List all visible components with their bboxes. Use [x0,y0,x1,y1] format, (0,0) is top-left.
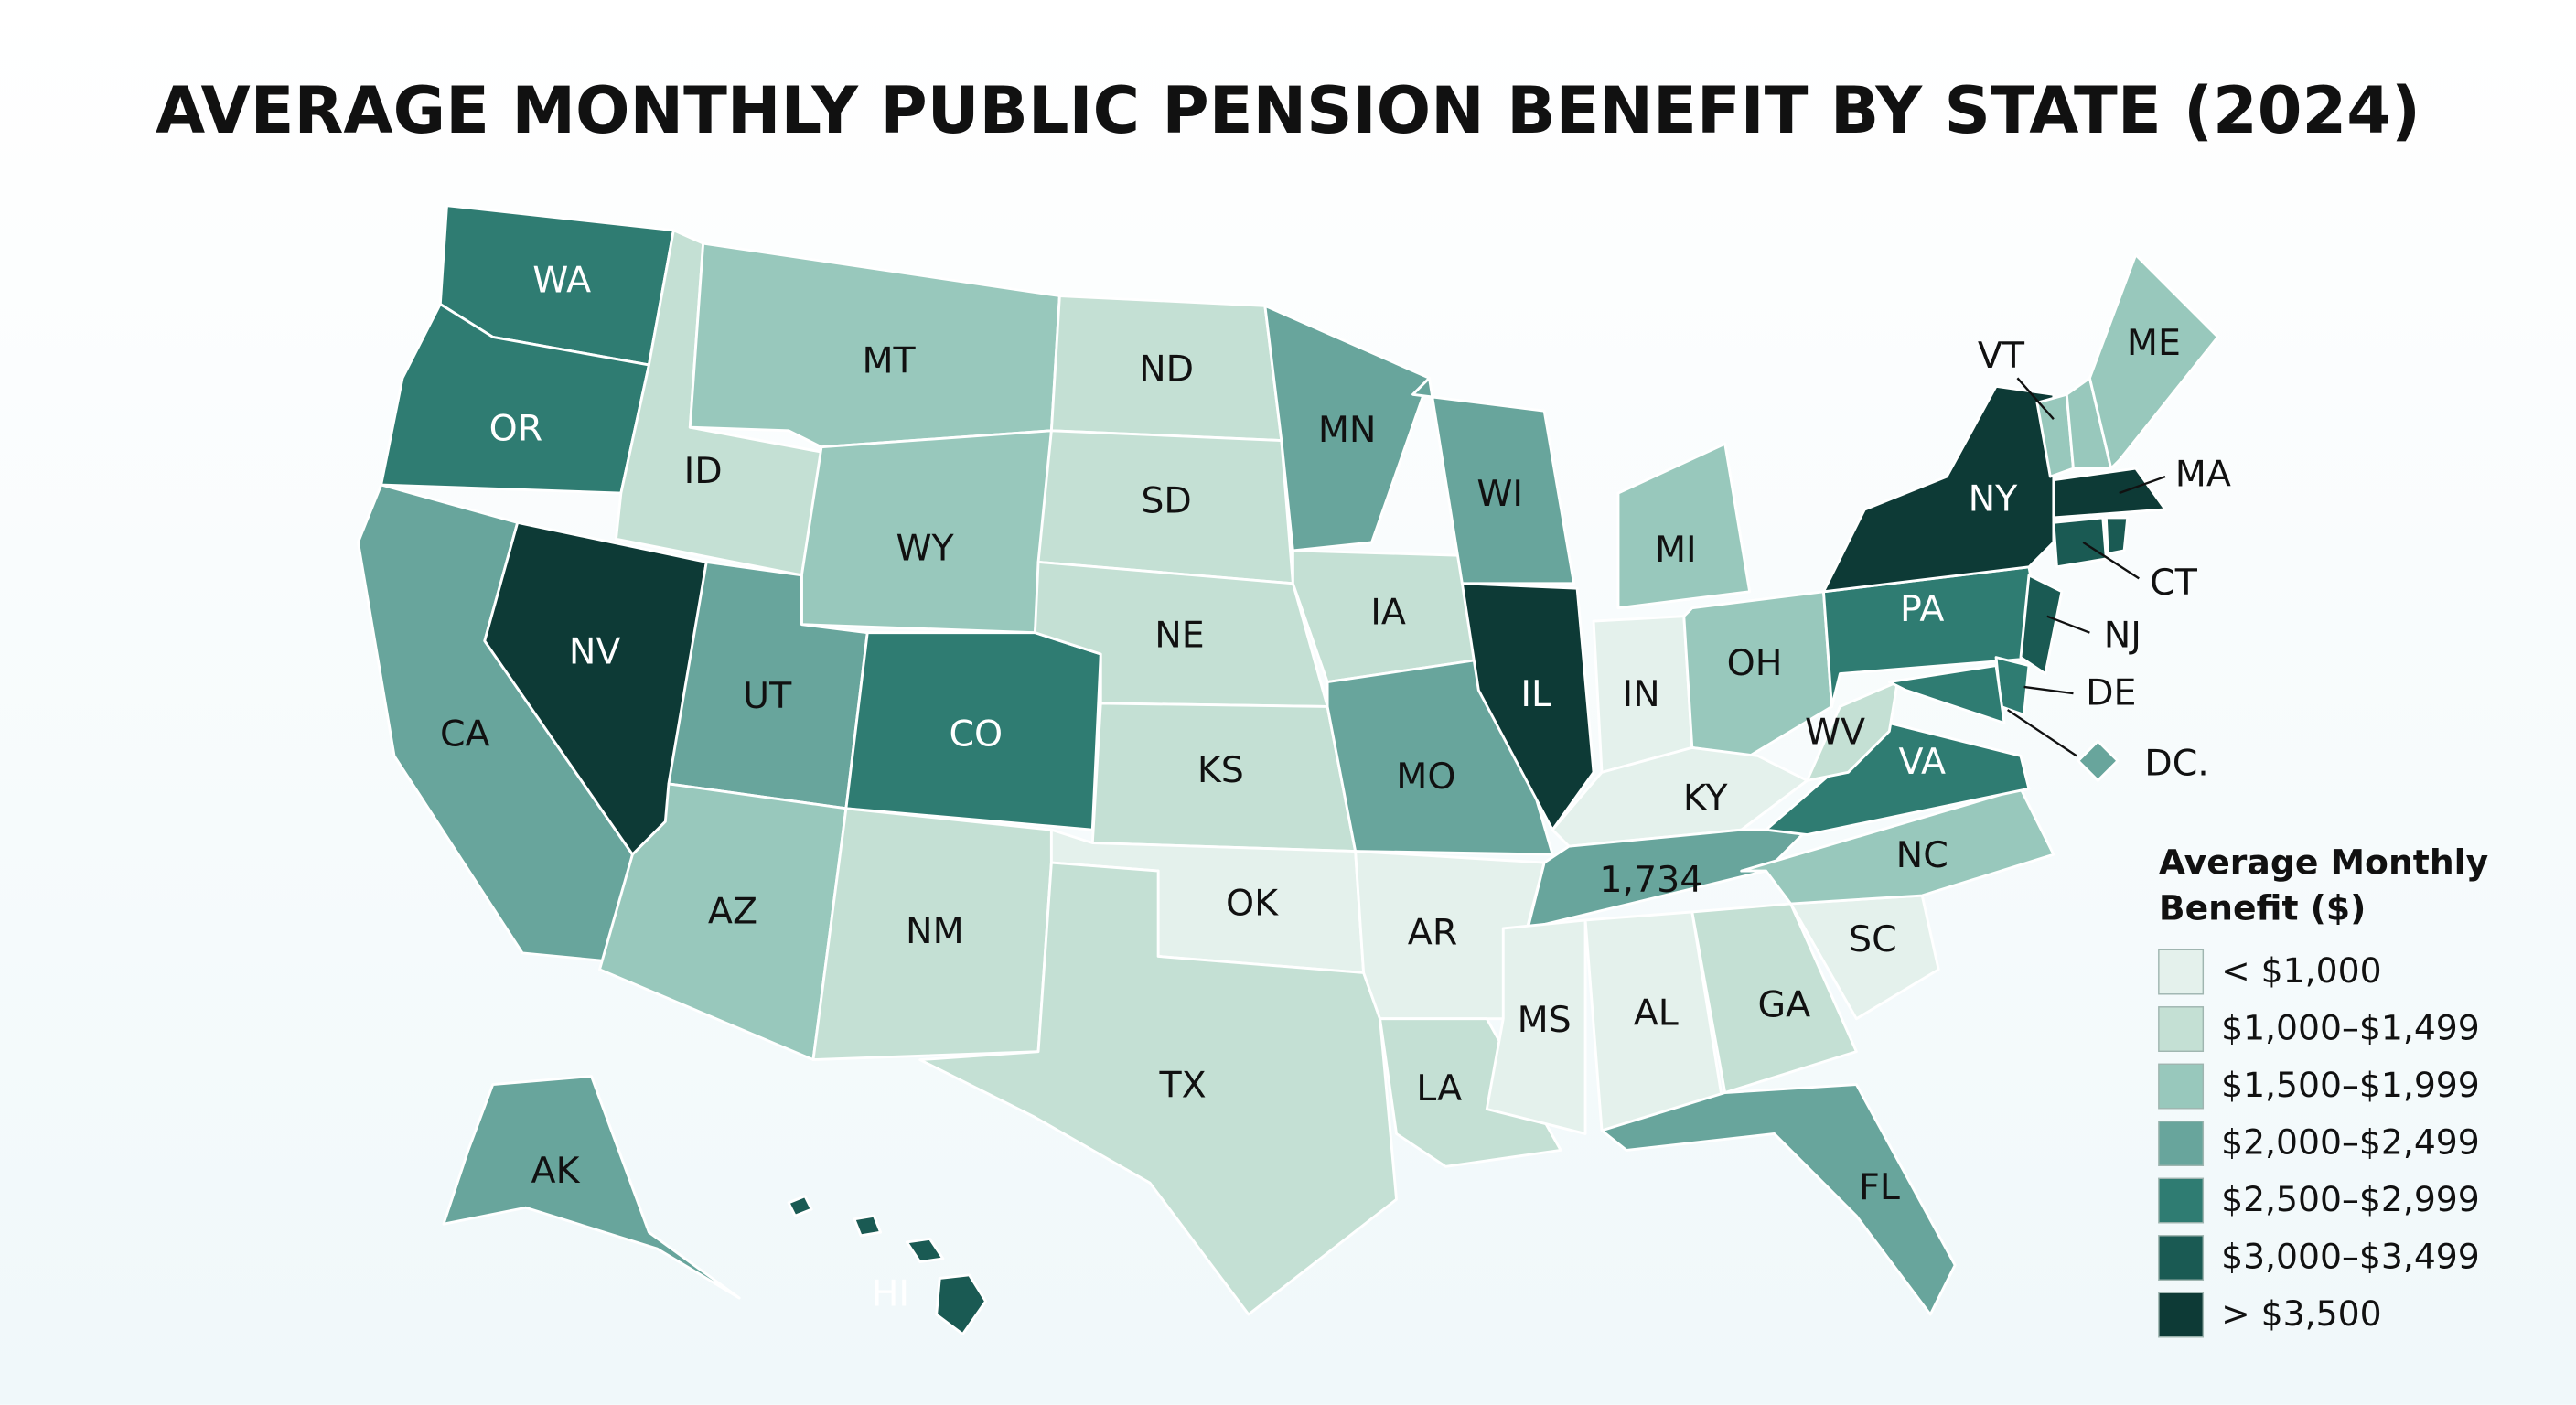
state-label: DC. [2144,743,2209,785]
state-label: MS [1518,999,1572,1041]
state-shape [1690,902,1858,1094]
state-label: KS [1197,749,1244,791]
legend-swatch [2158,1292,2205,1338]
legend-swatch [2158,949,2205,995]
state-shape [2052,516,2108,569]
state-label: DE [2086,671,2136,713]
leader-line [2016,377,2055,420]
legend-title: Average Monthly [2159,842,2488,882]
legend-label: $2,500–$2,999 [2221,1179,2480,1219]
legend-label: < $1,000 [2221,950,2382,991]
state-shape [1379,1017,1562,1168]
legend-label: $2,000–$2,499 [2221,1121,2480,1162]
state-label: ID [684,450,723,492]
state-label: AK [531,1150,581,1192]
state-label: IN [1623,673,1660,715]
legend-swatch [2158,1177,2205,1224]
state-shape [2052,467,2167,520]
state-label: MN [1318,409,1377,451]
state-label: LA [1416,1067,1462,1110]
state-label: KY [1683,777,1728,819]
state-label: ME [2127,322,2181,364]
state-label: MA [2175,454,2231,496]
state-label: OH [1727,642,1783,684]
state-label: UT [743,675,792,717]
state-label: GA [1758,984,1811,1026]
state-label: IL [1520,673,1551,715]
state-label: WV [1805,712,1865,754]
state-label: MI [1655,529,1697,571]
legend-swatch [2158,1006,2205,1052]
state-label: 1,734 [1599,859,1702,901]
state-label: AR [1408,912,1457,954]
legend-title: Benefit ($) [2159,888,2367,928]
state-shape [2104,516,2130,555]
leader-line [2006,709,2077,757]
state-shape [844,631,1102,831]
state-label: HI [872,1273,909,1315]
state-shape [1887,664,2006,724]
legend-swatch [2158,1063,2205,1110]
state-shape [1460,582,1595,831]
state-label: CO [949,713,1003,755]
legend-label: $3,000–$3,499 [2221,1236,2480,1276]
state-label: NY [1969,477,2019,520]
state-label: PA [1900,588,1944,630]
state-shape [918,861,1398,1316]
state-label: OR [489,407,543,449]
state-label: NC [1896,834,1948,876]
state-shape [1411,376,1575,585]
state-label: MO [1396,756,1455,798]
state-label: NV [569,631,621,673]
state-label: OK [1226,882,1279,924]
leader-line [2023,685,2074,695]
leader-line [2082,541,2140,580]
state-shape [1263,304,1431,552]
state-label: ND [1139,349,1194,391]
state-label: WY [896,527,955,569]
state-shape [2088,253,2219,470]
state-label: VA [1898,741,1946,783]
legend-label: $1,000–$1,499 [2221,1007,2480,1047]
state-label: FL [1859,1166,1900,1208]
legend-swatch [2158,1121,2205,1166]
state-shape [442,1075,741,1300]
state-shape [787,1195,987,1335]
states [357,204,2219,1335]
state-label: SD [1141,479,1191,521]
state-label: VT [1978,335,2025,377]
map-title: AVERAGE MONTHLY PUBLIC PENSION BENEFIT B… [156,73,2420,148]
state-label: WA [532,260,591,302]
legend-label: > $3,500 [2221,1293,2382,1334]
legend-swatch [2158,1235,2205,1281]
state-shape [2019,574,2064,676]
state-shape [1806,681,1899,782]
state-label: NE [1154,615,1205,657]
legend-label: $1,500–$1,999 [2221,1065,2480,1105]
state-shape [800,429,1053,635]
state-label: CT [2150,562,2198,604]
state-label: TX [1158,1065,1206,1107]
state-shape [1616,442,1752,610]
state-label: SC [1849,918,1897,960]
state-label: AZ [708,890,757,932]
state-label: IA [1370,591,1406,633]
state-label: NM [906,910,964,952]
leader-line [2046,615,2090,634]
legend: Average Monthly Benefit ($) < $1,000 $1,000… [2158,842,2488,1338]
state-label: AL [1634,992,1679,1035]
state-shape [1600,1083,1957,1316]
leader-line [2119,475,2166,495]
state-label: NJ [2104,615,2141,657]
state-label: CA [440,713,490,755]
state-labels: WA OR CA NV ID MT WY UT CO AZ NM ND SD NE KS OK TX MN IA MO… [440,260,2231,1315]
state-shape [2077,739,2120,782]
state-shape [1485,918,1587,1135]
state-label: WI [1476,473,1523,515]
state-label: MT [862,340,916,382]
